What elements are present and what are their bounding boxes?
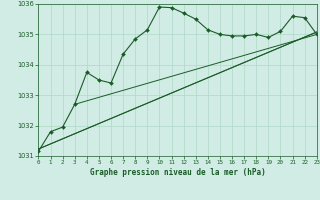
X-axis label: Graphe pression niveau de la mer (hPa): Graphe pression niveau de la mer (hPa) [90,168,266,177]
